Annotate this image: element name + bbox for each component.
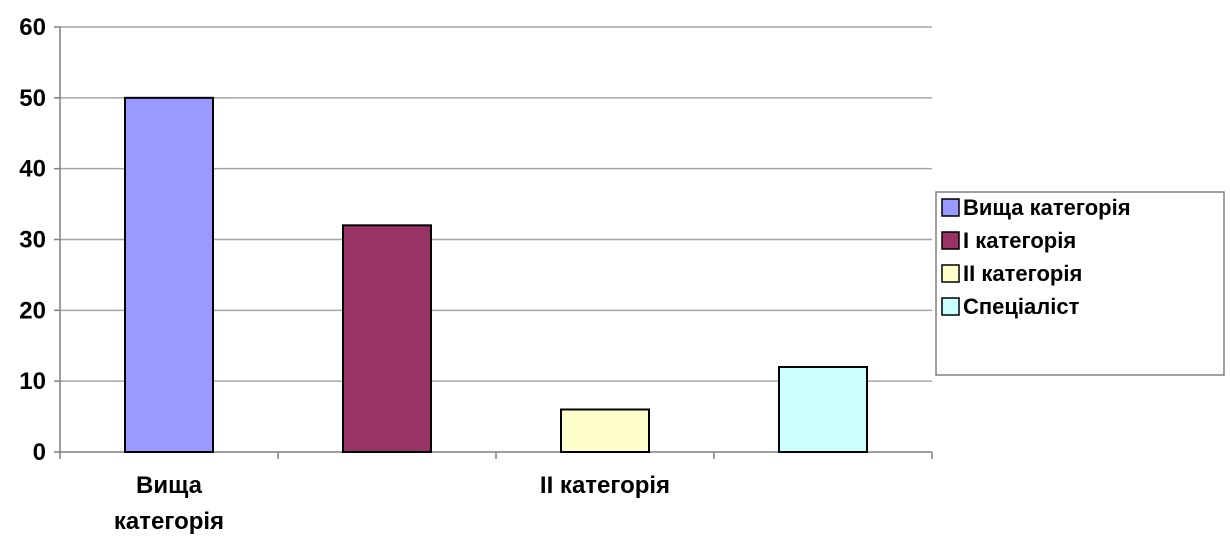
legend-swatch [941,297,960,316]
x-tick-label: ІІ категорія [540,472,670,499]
legend-label: Спеціаліст [963,294,1080,319]
legend-swatch [941,231,960,250]
bar-2 [560,408,650,453]
bar-0 [124,96,214,453]
y-tick-label: 30 [19,227,46,254]
legend: Вища категорія І категорія ІІ категорія Спе… [935,191,1225,376]
legend-box [935,191,1225,376]
legend-label: Вища категорія [963,195,1131,220]
x-tick-labels: Вища категорія ІІ категорія [114,472,670,535]
x-tick-label: категорія [114,508,224,535]
x-tick-label: Вища [136,472,203,499]
bar-1 [342,224,432,453]
bars [124,96,868,453]
y-axis: 0 10 20 30 40 50 60 [19,14,61,466]
y-tick-label: 20 [19,297,46,324]
y-tick-label: 60 [19,14,46,41]
legend-label: ІІ категорія [963,261,1082,286]
y-tick-label: 0 [33,439,46,466]
legend-swatch [941,198,960,217]
y-tick-label: 50 [19,85,46,112]
legend-label: І категорія [963,228,1076,253]
y-tick-label: 10 [19,368,46,395]
y-tick-label: 40 [19,156,46,183]
x-axis [59,451,933,459]
legend-swatch [941,264,960,283]
bar-3 [778,366,868,453]
